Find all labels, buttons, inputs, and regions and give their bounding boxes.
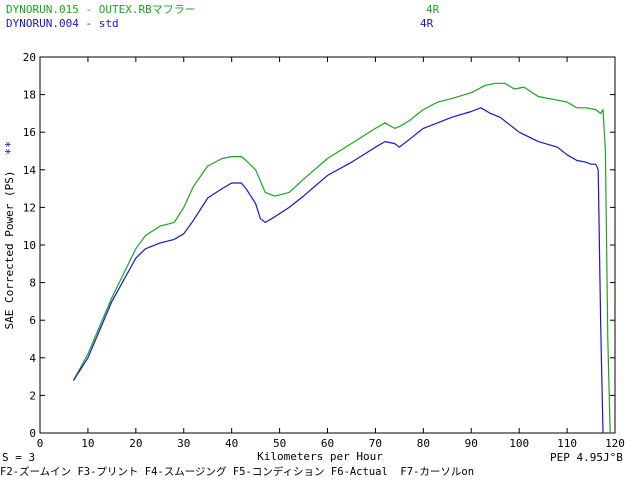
y-tick-label: 2: [29, 389, 36, 402]
peak-info: PEP 4.95J°B: [550, 451, 623, 464]
run1-legend-gear: 4R: [426, 3, 440, 16]
y-tick-label: 20: [23, 51, 36, 64]
x-tick-label: 40: [225, 437, 238, 450]
plot-frame: [39, 56, 616, 434]
smoothing-value: S = 3: [2, 451, 36, 464]
x-tick-label: 30: [177, 437, 190, 450]
y-tick-label: 10: [23, 239, 36, 252]
x-tick-label: 110: [557, 437, 577, 450]
y-tick-label: 6: [29, 314, 36, 327]
run2-legend-name: DYNORUN.004 - std: [6, 17, 119, 30]
x-tick-label: 70: [369, 437, 382, 450]
x-tick-label: 80: [417, 437, 430, 450]
x-ticks: 0 10 20 30 40 50 60 70 80 90 100 110 120: [37, 57, 625, 450]
x-tick-label: 50: [273, 437, 286, 450]
y-axis-label: SAE Corrected Power (PS): [3, 171, 16, 330]
series-lines: [72, 82, 611, 434]
y-tick-label: 0: [29, 427, 36, 440]
chart-axes: [39, 56, 616, 434]
series-line-run1: [72, 82, 611, 434]
y-tick-label: 12: [23, 201, 36, 214]
y-tick-label: 8: [29, 277, 36, 290]
y-tick-label: 18: [23, 89, 36, 102]
y-tick-label: 16: [23, 126, 36, 139]
run1-legend-name: DYNORUN.015 - OUTEX.RBマフラー: [6, 3, 196, 16]
x-tick-label: 10: [81, 437, 94, 450]
series-line-run2: [72, 107, 604, 434]
x-tick-label: 90: [465, 437, 478, 450]
x-tick-label: 120: [605, 437, 625, 450]
y-tick-label: 4: [29, 352, 36, 365]
x-tick-label: 0: [37, 437, 44, 450]
y-tick-label: 14: [23, 164, 37, 177]
function-key-bar[interactable]: F2-ズームイン F3-プリント F4-スムージング F5-コンディション F6…: [0, 466, 475, 478]
x-axis-label: Kilometers per Hour: [257, 450, 383, 463]
run2-legend-gear: 4R: [420, 17, 434, 30]
y-ticks: 0 2 4 6 8 10 12 14 16 18 20: [23, 51, 615, 440]
x-tick-label: 20: [129, 437, 142, 450]
x-tick-label: 60: [321, 437, 334, 450]
x-tick-label: 100: [509, 437, 529, 450]
